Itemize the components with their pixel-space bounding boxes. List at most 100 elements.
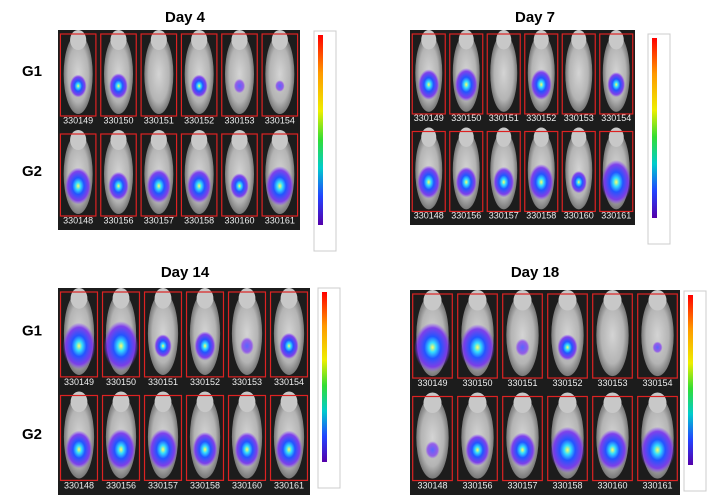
mouse-id: 330149 bbox=[414, 113, 444, 123]
signal bbox=[550, 426, 585, 473]
roi-box bbox=[524, 33, 559, 115]
group-label: G2 bbox=[22, 163, 42, 180]
mouse-id: 330153 bbox=[564, 113, 594, 123]
color-scale-frame bbox=[313, 30, 337, 252]
color-scale bbox=[318, 35, 323, 225]
roi-box bbox=[227, 394, 267, 481]
mouse-head bbox=[271, 30, 288, 50]
mouse-head bbox=[603, 290, 622, 311]
mouse-id: 330161 bbox=[642, 480, 672, 490]
roi-box bbox=[227, 291, 267, 378]
signal bbox=[455, 166, 477, 198]
mouse-head bbox=[154, 391, 172, 413]
mouse-head bbox=[468, 290, 487, 311]
mouse-id: 330150 bbox=[106, 377, 136, 387]
mouse-head bbox=[196, 391, 214, 413]
mouse-head bbox=[648, 290, 667, 311]
roi-box bbox=[185, 394, 225, 481]
signal bbox=[601, 159, 632, 205]
mouse-id: 330154 bbox=[642, 378, 672, 388]
signal bbox=[570, 170, 587, 194]
mouse-head bbox=[112, 391, 130, 413]
mouse-body bbox=[224, 34, 255, 114]
mouse-head bbox=[110, 130, 127, 150]
mouse-head bbox=[533, 30, 549, 50]
roi-box bbox=[59, 33, 97, 117]
panel-title: Day 18 bbox=[511, 264, 559, 281]
mouse-body bbox=[641, 294, 674, 377]
mouse-body bbox=[416, 396, 449, 479]
mouse-id: 330151 bbox=[507, 378, 537, 388]
mouse-head bbox=[196, 288, 214, 309]
mouse-head bbox=[421, 30, 437, 50]
mouse-head bbox=[496, 30, 512, 50]
image-background bbox=[410, 290, 680, 495]
mouse-id: 330153 bbox=[232, 377, 262, 387]
mouse-head bbox=[423, 290, 442, 311]
mouse-head bbox=[608, 30, 624, 50]
mouse-id: 330156 bbox=[103, 215, 133, 225]
signal bbox=[528, 164, 554, 201]
mouse-id: 330151 bbox=[144, 115, 174, 125]
signal bbox=[279, 332, 299, 360]
signal bbox=[465, 433, 490, 466]
mouse-head bbox=[423, 392, 442, 413]
mouse-head bbox=[558, 290, 577, 311]
roi-box bbox=[524, 130, 559, 213]
roi-box bbox=[457, 293, 498, 379]
roi-box bbox=[599, 33, 634, 115]
mouse-id: 330158 bbox=[526, 210, 556, 220]
mouse-id: 330153 bbox=[597, 378, 627, 388]
mouse-id: 330160 bbox=[564, 210, 594, 220]
signal bbox=[109, 73, 128, 99]
roi-box bbox=[143, 291, 183, 378]
mouse-head bbox=[513, 392, 532, 413]
mouse-id: 330158 bbox=[552, 480, 582, 490]
roi-box bbox=[599, 130, 634, 213]
mouse-id: 330152 bbox=[526, 113, 556, 123]
mouse-head bbox=[70, 30, 87, 50]
signal bbox=[146, 169, 171, 203]
mouse-head bbox=[154, 288, 172, 309]
signal bbox=[62, 322, 96, 370]
mouse-id: 330151 bbox=[489, 113, 519, 123]
signal bbox=[652, 341, 663, 354]
roi-box bbox=[221, 133, 258, 217]
signal bbox=[454, 67, 478, 102]
mouse-id: 330148 bbox=[63, 215, 93, 225]
roi-box bbox=[592, 395, 633, 482]
signal bbox=[65, 167, 92, 205]
roi-box bbox=[486, 130, 521, 213]
mouse-id: 330157 bbox=[507, 480, 537, 490]
mouse-id: 330149 bbox=[64, 377, 94, 387]
mouse-head bbox=[191, 30, 208, 50]
roi-box bbox=[140, 133, 178, 217]
group-label: G1 bbox=[22, 63, 42, 80]
signal bbox=[493, 166, 515, 198]
mouse-id: 330153 bbox=[224, 115, 254, 125]
roi-box bbox=[592, 293, 633, 379]
mouse-id: 330151 bbox=[148, 377, 178, 387]
mouse-id: 330150 bbox=[462, 378, 492, 388]
color-scale-frame bbox=[683, 290, 707, 492]
mouse-id: 330152 bbox=[552, 378, 582, 388]
signal bbox=[275, 430, 303, 469]
signal bbox=[460, 324, 495, 371]
signal bbox=[607, 72, 626, 98]
signal bbox=[640, 426, 675, 473]
signal bbox=[148, 429, 178, 470]
signal bbox=[233, 78, 246, 94]
mouse-head bbox=[110, 30, 127, 50]
mouse-head bbox=[238, 391, 256, 413]
roi-box bbox=[269, 394, 309, 481]
mouse-body bbox=[231, 292, 263, 375]
image-background bbox=[58, 288, 310, 495]
roi-box bbox=[140, 33, 178, 117]
roi-box bbox=[100, 33, 137, 117]
mouse-head bbox=[496, 127, 512, 147]
mouse-head bbox=[533, 127, 549, 147]
signal bbox=[275, 80, 285, 92]
mouse-id: 330152 bbox=[190, 377, 220, 387]
mouse-id: 330158 bbox=[190, 480, 220, 490]
mouse-head bbox=[150, 30, 167, 50]
